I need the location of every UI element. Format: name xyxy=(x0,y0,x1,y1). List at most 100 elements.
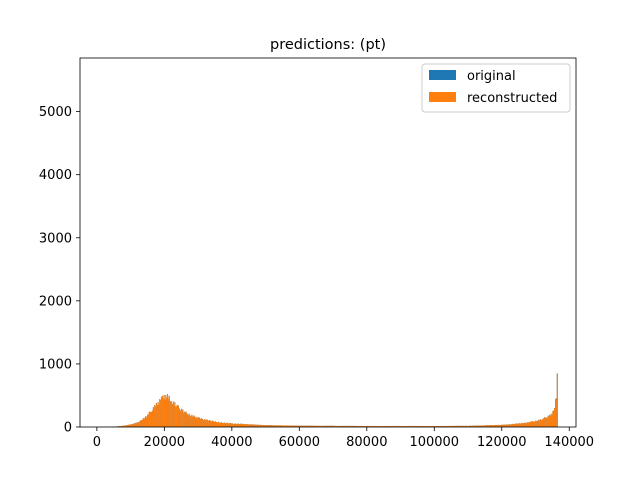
bar xyxy=(439,425,441,427)
bar xyxy=(526,422,528,427)
bar xyxy=(520,423,522,427)
bar xyxy=(190,416,192,427)
bar xyxy=(477,425,479,427)
bar xyxy=(391,425,393,427)
bar xyxy=(214,421,216,427)
bar xyxy=(124,425,126,427)
bar xyxy=(399,425,401,427)
bar xyxy=(240,423,242,427)
bar xyxy=(375,425,377,427)
bar xyxy=(312,425,314,427)
bar xyxy=(255,424,257,427)
bar xyxy=(139,421,141,427)
bar xyxy=(196,416,198,427)
bar xyxy=(126,424,128,427)
bar xyxy=(280,425,282,427)
bar xyxy=(331,425,333,427)
bar xyxy=(264,425,266,427)
bar xyxy=(455,425,457,427)
bar xyxy=(430,426,432,427)
bar xyxy=(329,425,331,427)
bar xyxy=(309,425,311,427)
bar xyxy=(383,426,385,427)
bar xyxy=(178,408,180,427)
bar xyxy=(305,425,307,427)
bar xyxy=(380,426,382,427)
bar xyxy=(248,424,250,427)
x-tick-label: 40000 xyxy=(211,435,252,450)
bar xyxy=(248,424,250,427)
y-tick-label: 3000 xyxy=(39,231,72,246)
bar xyxy=(408,426,410,427)
bar xyxy=(436,425,438,427)
y-tick-label: 2000 xyxy=(39,294,72,309)
bar xyxy=(156,405,158,427)
bar xyxy=(205,419,207,427)
bar xyxy=(522,423,524,427)
bar xyxy=(511,423,513,427)
bar xyxy=(310,425,312,427)
bar xyxy=(278,425,280,427)
bar xyxy=(231,423,233,427)
bar xyxy=(501,424,503,427)
bar xyxy=(146,416,148,427)
bar xyxy=(483,425,485,427)
bar xyxy=(167,398,169,427)
bar xyxy=(431,426,433,427)
bar xyxy=(179,410,181,427)
series-reconstructed xyxy=(97,373,558,427)
bar xyxy=(250,424,252,427)
bar xyxy=(123,425,125,427)
bar xyxy=(513,423,515,427)
bar xyxy=(494,425,496,427)
bar xyxy=(231,423,233,427)
bar xyxy=(230,423,232,427)
bar xyxy=(400,426,402,427)
bar xyxy=(524,422,526,427)
bar xyxy=(281,425,283,427)
bar xyxy=(274,425,276,427)
bar xyxy=(550,415,552,427)
bar xyxy=(292,425,294,427)
bar xyxy=(374,426,376,427)
bar xyxy=(512,424,514,427)
bar xyxy=(360,425,362,427)
bar xyxy=(432,425,434,427)
bar xyxy=(189,415,191,427)
bar xyxy=(201,418,203,427)
bar xyxy=(194,416,196,427)
bar xyxy=(535,420,537,427)
bar xyxy=(130,424,132,427)
bar xyxy=(297,425,299,427)
bar xyxy=(333,425,335,427)
plot-frame xyxy=(79,57,577,428)
bar xyxy=(249,424,251,427)
bar xyxy=(251,424,253,427)
bar xyxy=(495,424,497,427)
bar xyxy=(365,426,367,427)
bar xyxy=(450,425,452,427)
bar xyxy=(120,426,122,427)
bar xyxy=(228,423,230,427)
bar xyxy=(510,424,512,427)
x-axis: 0 20000 40000 60000 80000 100000 120000 140000 xyxy=(93,427,594,450)
bar xyxy=(216,422,218,427)
bar xyxy=(396,425,398,427)
bar xyxy=(517,423,519,427)
bar xyxy=(325,425,327,427)
bar xyxy=(348,425,350,427)
bar xyxy=(185,411,187,427)
bar xyxy=(530,421,532,427)
bar xyxy=(140,419,142,427)
bar xyxy=(232,423,234,427)
bar xyxy=(447,426,449,427)
bar xyxy=(266,425,268,427)
bar xyxy=(343,425,345,427)
bar xyxy=(315,425,317,427)
bar xyxy=(160,400,162,427)
bar xyxy=(301,425,303,427)
bar xyxy=(534,421,536,427)
bar xyxy=(469,425,471,427)
bar xyxy=(133,423,135,427)
